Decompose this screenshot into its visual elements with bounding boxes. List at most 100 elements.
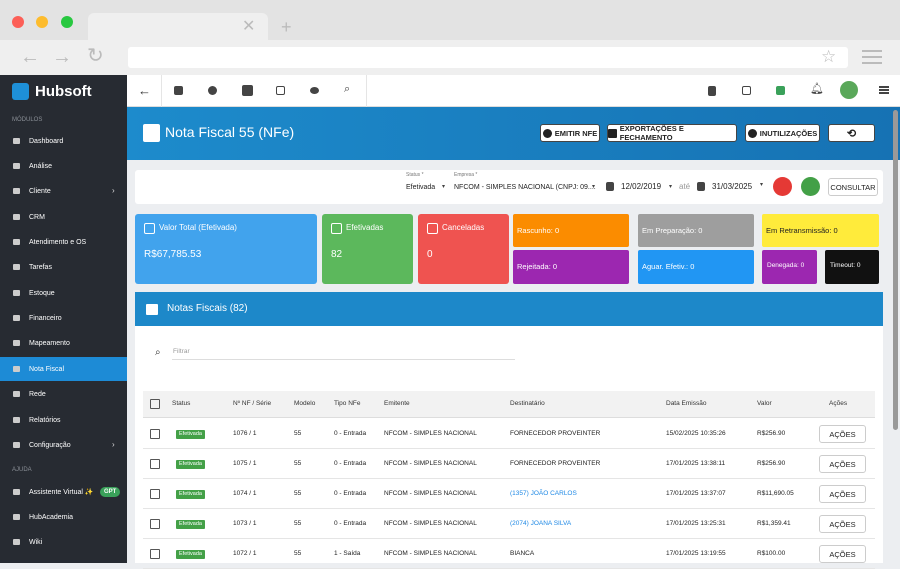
date-to[interactable]: 31/03/2025 [712, 182, 753, 191]
panel-title: Notas Fiscais (82) [167, 303, 248, 314]
actions-button[interactable]: AÇÕES [819, 425, 866, 443]
menu-item[interactable]: Análise [29, 162, 52, 170]
status-count: Em Preparação: 0 [642, 225, 703, 235]
status-badge: Efetivada [176, 520, 205, 529]
button-label: INUTILIZAÇÕES [759, 128, 818, 138]
menu-item[interactable]: Financeiro [29, 314, 62, 322]
void-button[interactable]: INUTILIZAÇÕES [745, 124, 820, 142]
cell: R$1,359.41 [757, 519, 791, 527]
actions-button[interactable]: AÇÕES [819, 455, 866, 473]
cell: 0 - Entrada [334, 459, 367, 467]
excel-button[interactable] [801, 177, 820, 196]
menu-item[interactable]: Atendimento e OS [29, 238, 87, 246]
cell: NFCOM - SIMPLES NACIONAL [384, 429, 477, 437]
toolbar: ← ⌕ 🔔︎ [127, 75, 900, 107]
menu-icon [13, 138, 20, 144]
search-placeholder: Filtrar [173, 348, 190, 355]
cell: 1 - Saída [334, 549, 361, 557]
status-count: Denegada: 0 [767, 262, 805, 269]
menu-icon [13, 340, 20, 346]
status-select[interactable]: Efetivada [406, 184, 436, 191]
checkbox[interactable] [150, 489, 160, 499]
menu-icon [13, 417, 20, 423]
menu-icon [13, 163, 20, 169]
menu-item[interactable]: Relatórios [29, 416, 61, 424]
brand: Hubsoft [35, 83, 92, 100]
cell: FORNECEDOR PROVEINTER [510, 429, 601, 437]
address-bar[interactable] [128, 47, 848, 68]
checkbox[interactable] [150, 549, 160, 559]
status-count: Rascunho: 0 [517, 225, 560, 235]
column-header: Valor [757, 400, 772, 407]
cell: 17/01/2025 13:38:11 [666, 459, 726, 467]
menu-item[interactable]: Estoque [29, 289, 55, 297]
cell: 17/01/2025 13:37:07 [666, 489, 726, 497]
scrollbar[interactable] [893, 110, 898, 430]
submenu-arrow: › [112, 440, 115, 449]
checkbox[interactable] [150, 429, 160, 439]
column-header: Modelo [294, 400, 316, 407]
column-header: Destinatário [510, 400, 545, 407]
status-count: Rejeitada: 0 [517, 262, 558, 271]
export-button[interactable]: EXPORTAÇÕES E FECHAMENTO [607, 124, 737, 142]
section-heading: MÓDULOS [12, 117, 43, 123]
menu-item[interactable]: Nota Fiscal [29, 365, 65, 373]
date-from[interactable]: 12/02/2019 [621, 182, 662, 191]
status-badge: Efetivada [176, 550, 205, 559]
menu-item[interactable]: Dashboard [29, 137, 64, 145]
cell: 1076 / 1 [233, 429, 257, 437]
pdf-button[interactable] [773, 177, 792, 196]
menu-icon [13, 489, 20, 495]
menu-item[interactable]: Wiki [29, 538, 43, 546]
menu-item[interactable]: Rede [29, 390, 46, 398]
submenu-arrow: › [112, 186, 115, 195]
actions-button[interactable]: AÇÕES [819, 515, 866, 533]
actions-button[interactable]: AÇÕES [819, 485, 866, 503]
status-box: Aguar. Efetiv.: 0 [638, 250, 754, 284]
button-label: EXPORTAÇÕES E FECHAMENTO [619, 124, 684, 142]
search-input[interactable] [172, 349, 515, 360]
card-icon [427, 223, 438, 234]
menu-icon [13, 366, 20, 372]
menu-icon [13, 514, 20, 520]
card-label: Canceladas [442, 223, 485, 232]
menu-item[interactable]: Configuração [29, 441, 71, 449]
cell: 0 - Entrada [334, 519, 367, 527]
menu-item[interactable]: Assistente Virtual ✨ [29, 488, 94, 496]
cell: R$11,690.05 [757, 489, 794, 497]
checkbox[interactable] [150, 459, 160, 469]
summary-card: Efetivadas 82 [322, 214, 413, 284]
cell: BIANCA [510, 549, 535, 557]
actions-button[interactable]: AÇÕES [819, 545, 866, 563]
row-divider [143, 478, 875, 479]
cell: NFCOM - SIMPLES NACIONAL [384, 549, 477, 557]
cell: 55 [294, 519, 302, 527]
emit-button[interactable]: EMITIR NFE [540, 124, 600, 142]
menu-item[interactable]: Mapeamento [29, 339, 70, 347]
menu-item[interactable]: Cliente [29, 187, 51, 195]
menu-icon [13, 442, 20, 448]
submit-button[interactable]: CONSULTAR [828, 178, 878, 196]
column-header: Data Emissão [666, 400, 707, 407]
cell[interactable]: (2074) JOANA SILVA [510, 519, 572, 527]
menu-item[interactable]: Tarefas [29, 263, 52, 271]
company-select[interactable]: NFCOM - SIMPLES NACIONAL (CNPJ: 09.... [454, 184, 596, 191]
menu-item[interactable]: CRM [29, 213, 45, 221]
menu-item[interactable]: HubAcademia [29, 513, 73, 521]
checkbox[interactable] [150, 519, 160, 529]
browser-tab[interactable] [88, 13, 268, 41]
card-value: 0 [427, 249, 433, 260]
button-label: EMITIR NFE [554, 128, 598, 138]
row-divider [143, 508, 875, 509]
history-button[interactable]: ⟲ [828, 124, 875, 142]
status-box: Timeout: 0 [825, 250, 879, 284]
status-count: Em Retransmissão: 0 [766, 225, 838, 235]
checkbox[interactable] [150, 399, 160, 409]
cell: 0 - Entrada [334, 489, 367, 497]
cell[interactable]: (1357) JOÃO CARLOS [510, 489, 577, 497]
menu-icon [13, 188, 20, 194]
browser-chrome: ✕ + ← → ↻ ☆ [0, 0, 900, 75]
cell: 1074 / 1 [233, 489, 257, 497]
section-heading: AJUDA [12, 467, 32, 473]
